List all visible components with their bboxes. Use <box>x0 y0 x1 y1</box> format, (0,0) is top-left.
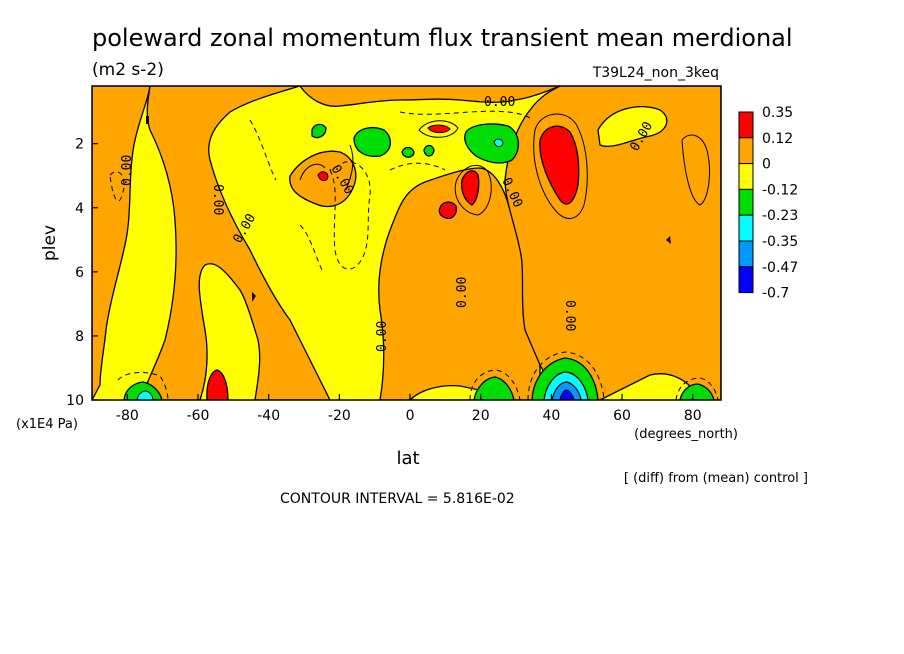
region-red-nh-jet <box>539 125 580 205</box>
x-axis: -80 -60 -40 -20 0 20 40 60 80 <box>116 394 702 424</box>
legend-level-label: -0.12 <box>762 182 798 198</box>
contour-label: 0.00 <box>120 155 135 186</box>
region-darkblue-nh-surface <box>559 389 575 400</box>
contour-label: 0.00 <box>375 321 390 352</box>
x-tick-label: 40 <box>542 408 560 424</box>
run-label: T39L24_non_3keq <box>592 65 719 81</box>
legend-level-label: 0.35 <box>762 105 793 121</box>
contour-label: 0.00 <box>455 277 470 308</box>
legend-level-label: 0 <box>762 157 771 173</box>
contour-label: 0.00 <box>562 300 577 331</box>
x-axis-label: lat <box>396 448 419 469</box>
contour-interval: CONTOUR INTERVAL = 5.816E-02 <box>280 491 515 507</box>
x-tick-label: 60 <box>613 408 631 424</box>
legend-level-label: -0.35 <box>762 234 798 250</box>
region-red-sh-upper <box>317 171 329 181</box>
legend-level-label: -0.47 <box>762 260 798 276</box>
region-green-arctic-surface <box>679 383 715 400</box>
legend-level-label: 0.12 <box>762 131 793 147</box>
legend-swatch <box>738 137 754 165</box>
x-tick-label: 80 <box>684 408 702 424</box>
region-green-upper-3 <box>401 146 415 158</box>
region-red-tropics <box>460 170 480 206</box>
y-tick-label: 4 <box>75 201 84 217</box>
x-tick-label: -20 <box>328 408 351 424</box>
negative-contours <box>109 110 719 400</box>
contour-field: 0.00 0.00 0.00 0.00 0.00 0.00 0.00 0.00 … <box>92 86 721 400</box>
x-tick-label: 20 <box>472 408 490 424</box>
region-green-upper-2 <box>353 127 391 158</box>
region-green-upper-5 <box>464 123 519 164</box>
legend-swatch <box>738 266 754 294</box>
chart-title: poleward zonal momentum flux transient m… <box>92 24 793 52</box>
x-tick-label: -80 <box>116 408 139 424</box>
legend-swatch <box>738 111 754 139</box>
y-tick-label: 8 <box>75 329 84 345</box>
legend-swatch <box>738 188 754 216</box>
region-orange-sh-mid <box>139 86 331 400</box>
region-orange-sh-west <box>92 86 151 400</box>
y-tick-label: 2 <box>75 137 84 153</box>
y-tick-label: 6 <box>75 265 84 281</box>
contour-detail-3 <box>252 292 256 302</box>
y-axis-label: plev <box>40 225 60 261</box>
region-cyan-upper <box>493 138 504 148</box>
color-legend: 0.35 0.12 0 -0.12 -0.23 -0.35 -0.47 -0.7 <box>738 105 798 302</box>
x-axis-units: (degrees_north) <box>634 427 738 442</box>
region-red-top-mid <box>427 124 451 134</box>
x-tick-label: -60 <box>187 408 210 424</box>
y-axis-units: (x1E4 Pa) <box>16 417 78 432</box>
legend-swatch <box>738 240 754 268</box>
legend-swatch <box>738 163 754 190</box>
region-green-upper-1 <box>311 123 327 139</box>
region-red-sh-surface <box>206 369 229 400</box>
region-red-tropics-small <box>438 201 458 220</box>
region-green-sh-surface <box>123 381 163 400</box>
units-label: (m2 s-2) <box>92 60 164 80</box>
region-yellow-nh-pocket <box>597 106 668 147</box>
y-axis: 2 4 6 8 10 <box>66 137 98 409</box>
legend-level-label: -0.23 <box>762 208 798 224</box>
contour-labels: 0.00 0.00 0.00 0.00 0.00 0.00 0.00 0.00 … <box>120 95 656 352</box>
contour-detail-1 <box>146 116 149 124</box>
region-cyan-sh-surface <box>136 390 154 400</box>
y-tick-label: 10 <box>66 393 84 409</box>
x-tick-label: 0 <box>406 408 415 424</box>
comparison-note: [ (diff) from (mean) control ] <box>624 471 808 486</box>
x-tick-label: -40 <box>257 408 280 424</box>
region-green-tropics-surface <box>473 376 515 400</box>
plot-frame <box>91 85 722 401</box>
region-orange-top <box>299 86 561 107</box>
contour-detail-2 <box>666 236 671 244</box>
contour-label: 0.00 <box>484 95 515 110</box>
contour-label: 0.00 <box>210 184 225 215</box>
positive-contours <box>299 113 711 219</box>
legend-level-label: -0.7 <box>762 286 789 302</box>
region-green-upper-4 <box>423 144 435 157</box>
legend-swatch <box>738 214 754 242</box>
